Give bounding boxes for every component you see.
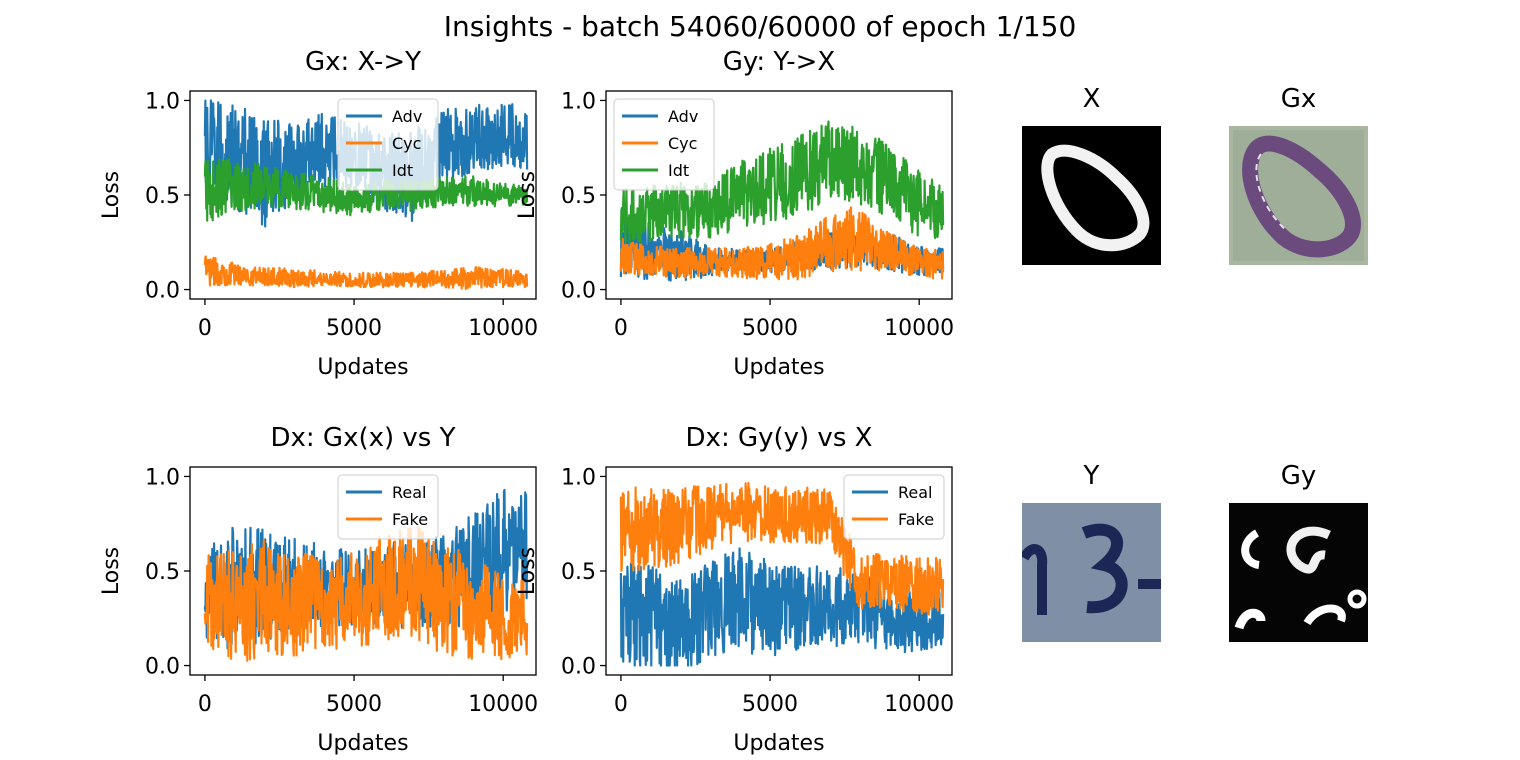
image-title: Gx — [1280, 84, 1317, 114]
image-title: X — [1082, 84, 1101, 114]
image-y: Y — [1022, 461, 1161, 642]
legend-box — [613, 98, 715, 191]
y-tick-label: 0.0 — [145, 279, 180, 304]
series-line-cyc — [203, 255, 529, 291]
x-axis-label: Updates — [733, 731, 824, 756]
digit-zero-white-on-black-icon — [1022, 126, 1161, 265]
series-line-fake — [619, 481, 945, 616]
legend-label: Cyc — [668, 134, 697, 153]
x-tick-label: 0 — [198, 692, 212, 717]
blurry-white-strokes-on-black-icon — [1229, 503, 1368, 642]
legend-label: Idt — [392, 161, 413, 180]
y-tick-label: 1.0 — [561, 89, 596, 114]
y-axis-label: Loss — [99, 171, 124, 219]
y-tick-label: 0.5 — [145, 560, 180, 585]
image-x: X — [1022, 84, 1161, 265]
legend-label: Adv — [668, 107, 698, 126]
y-tick-label: 1.0 — [145, 89, 180, 114]
chart-plot: 0.0 0.5 1.0 0 5000 10000 Updates Loss Real Fake — [515, 465, 954, 756]
legend-label: Idt — [668, 161, 689, 180]
chart-title: Dx: Gx(x) vs Y — [270, 423, 456, 453]
legend-label: Cyc — [392, 134, 421, 153]
legend-box — [337, 98, 439, 191]
x-tick-label: 5000 — [742, 692, 798, 717]
chart-plot: 0.0 0.5 1.0 0 5000 10000 Updates Loss Adv Cyc Idt — [515, 89, 954, 380]
x-tick-label: 5000 — [742, 316, 798, 341]
y-axis-label: Loss — [515, 547, 540, 595]
x-tick-label: 10000 — [468, 316, 538, 341]
chart-plot: 0.0 0.5 1.0 0 5000 10000 Updates Loss Adv Cyc Idt — [99, 89, 538, 380]
chart-title: Gy: Y->X — [722, 47, 836, 77]
legend-label: Real — [392, 483, 427, 502]
y-tick-label: 1.0 — [561, 465, 596, 490]
chart-dx-gx-vs-y: Dx: Gx(x) vs Y 0.0 0.5 1.0 0 5000 10000 Update… — [0, 0, 560, 760]
chart-gx-x-to-y: Gx: X->Y 0.0 0.5 1.0 0 5000 10000 Updates Loss A… — [0, 0, 560, 390]
legend: Adv Cyc Idt — [337, 98, 439, 191]
x-tick-label: 10000 — [884, 316, 954, 341]
chart-title: Dx: Gy(y) vs X — [685, 423, 873, 453]
x-tick-label: 0 — [198, 316, 212, 341]
x-axis-label: Updates — [317, 731, 408, 756]
x-tick-label: 10000 — [468, 692, 538, 717]
y-tick-label: 0.0 — [561, 279, 596, 304]
x-axis-label: Updates — [317, 355, 408, 380]
y-tick-label: 0.0 — [561, 655, 596, 680]
legend-label: Adv — [392, 107, 422, 126]
x-axis-label: Updates — [733, 355, 824, 380]
figure-suptitle: Insights - batch 54060/60000 of epoch 1/… — [443, 10, 1077, 43]
image-gy: Gy — [1229, 461, 1368, 642]
chart-title: Gx: X->Y — [304, 47, 422, 77]
house-number-3-dark-on-grey-icon — [1022, 503, 1161, 642]
x-tick-label: 5000 — [326, 692, 382, 717]
chart-gy-y-to-x: Gy: Y->X 0.0 0.5 1.0 0 5000 10000 Updates Loss A… — [0, 0, 1000, 390]
x-tick-label: 10000 — [884, 692, 954, 717]
y-axis-label: Loss — [99, 547, 124, 595]
y-tick-label: 0.5 — [561, 560, 596, 585]
chart-plot: 0.0 0.5 1.0 0 5000 10000 Updates Loss Real Fake — [99, 465, 538, 756]
image-gx: Gx — [1229, 84, 1368, 265]
legend: Real Fake — [843, 474, 945, 540]
x-tick-label: 5000 — [326, 316, 382, 341]
series-line-fake — [203, 525, 529, 662]
y-tick-label: 0.5 — [561, 184, 596, 209]
y-axis-label: Loss — [515, 171, 540, 219]
legend-label: Fake — [392, 510, 428, 529]
legend: Adv Cyc Idt — [613, 98, 715, 191]
legend-label: Real — [898, 483, 933, 502]
y-tick-label: 0.0 — [145, 655, 180, 680]
image-title: Y — [1083, 461, 1100, 491]
digit-zero-purple-on-green-icon — [1229, 126, 1368, 265]
image-title: Gy — [1280, 461, 1317, 491]
chart-dx-gy-vs-x: Dx: Gy(y) vs X 0.0 0.5 1.0 0 5000 10000 Update… — [515, 423, 954, 756]
series-line-idt — [619, 120, 945, 244]
legend-label: Fake — [898, 510, 934, 529]
y-tick-label: 0.5 — [145, 184, 180, 209]
legend: Real Fake — [337, 474, 439, 540]
x-tick-label: 0 — [614, 316, 628, 341]
y-tick-label: 1.0 — [145, 465, 180, 490]
x-tick-label: 0 — [614, 692, 628, 717]
series-line-cyc — [619, 206, 945, 281]
